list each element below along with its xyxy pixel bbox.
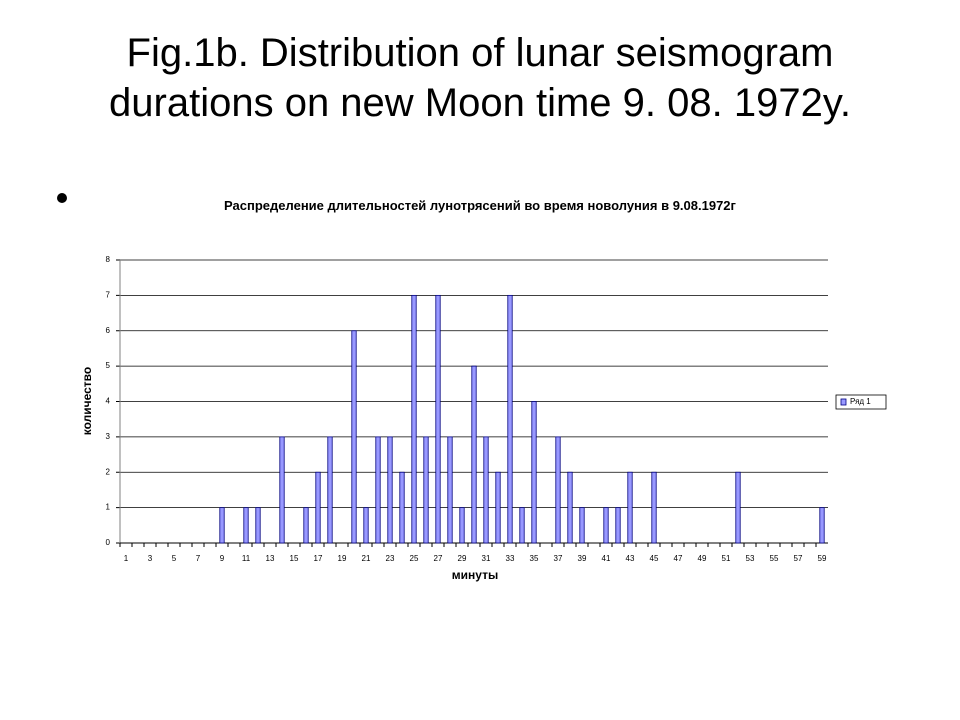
x-tick-label: 31 bbox=[482, 554, 491, 563]
bar bbox=[651, 471, 657, 544]
bar bbox=[459, 507, 465, 544]
bar bbox=[315, 471, 321, 544]
bar bbox=[447, 436, 453, 544]
x-tick-label: 51 bbox=[722, 554, 731, 563]
bar bbox=[507, 294, 513, 544]
bar bbox=[327, 436, 333, 544]
bar bbox=[255, 507, 261, 544]
x-tick-label: 37 bbox=[554, 554, 563, 563]
bar bbox=[411, 294, 417, 544]
bar bbox=[219, 507, 225, 544]
bar bbox=[603, 507, 609, 544]
bar bbox=[363, 507, 369, 544]
x-tick-label: 45 bbox=[650, 554, 659, 563]
x-tick-label: 21 bbox=[362, 554, 371, 563]
bar bbox=[579, 507, 585, 544]
x-tick-label: 57 bbox=[794, 554, 803, 563]
bullet bbox=[57, 193, 67, 203]
x-tick-label: 39 bbox=[578, 554, 587, 563]
bar bbox=[375, 436, 381, 544]
y-tick-label: 5 bbox=[106, 361, 111, 370]
x-tick-label: 33 bbox=[506, 554, 515, 563]
x-tick-label: 53 bbox=[746, 554, 755, 563]
bar bbox=[387, 436, 393, 544]
y-tick-label: 7 bbox=[106, 290, 111, 299]
chart-title: Распределение длительностей лунотрясений… bbox=[224, 198, 736, 213]
y-tick-label: 0 bbox=[106, 538, 111, 547]
x-tick-label: 23 bbox=[386, 554, 395, 563]
x-tick-label: 9 bbox=[220, 554, 225, 563]
legend-swatch bbox=[840, 398, 847, 406]
bar bbox=[279, 436, 285, 544]
x-tick-label: 17 bbox=[314, 554, 323, 563]
x-tick-label: 19 bbox=[338, 554, 347, 563]
bar bbox=[435, 294, 441, 544]
bar bbox=[531, 401, 537, 544]
bar bbox=[567, 471, 573, 544]
x-tick-label: 49 bbox=[698, 554, 707, 563]
bar bbox=[243, 507, 249, 544]
y-axis-title: количество bbox=[80, 367, 94, 435]
x-tick-label: 15 bbox=[290, 554, 299, 563]
x-tick-label: 25 bbox=[410, 554, 419, 563]
x-tick-label: 29 bbox=[458, 554, 467, 563]
bar bbox=[351, 330, 357, 544]
bar bbox=[519, 507, 525, 544]
bar bbox=[399, 471, 405, 544]
x-tick-label: 1 bbox=[124, 554, 129, 563]
x-tick-label: 43 bbox=[626, 554, 635, 563]
legend-box bbox=[835, 394, 887, 410]
y-tick-label: 8 bbox=[106, 255, 111, 264]
legend-label: Ряд 1 bbox=[850, 397, 871, 406]
bar bbox=[303, 507, 309, 544]
y-tick-label: 3 bbox=[106, 432, 111, 441]
y-tick-label: 4 bbox=[106, 397, 111, 406]
x-tick-label: 41 bbox=[602, 554, 611, 563]
bar bbox=[555, 436, 561, 544]
x-tick-label: 59 bbox=[818, 554, 827, 563]
y-tick-label: 6 bbox=[106, 326, 111, 335]
bar bbox=[471, 365, 477, 544]
x-tick-label: 13 bbox=[266, 554, 275, 563]
y-tick-label: 2 bbox=[106, 467, 111, 476]
bar bbox=[423, 436, 429, 544]
x-tick-label: 47 bbox=[674, 554, 683, 563]
bar bbox=[483, 436, 489, 544]
x-axis-title: минуты bbox=[452, 568, 498, 582]
bar bbox=[819, 507, 825, 544]
bar bbox=[627, 471, 633, 544]
bar bbox=[615, 507, 621, 544]
bar bbox=[495, 471, 501, 544]
x-tick-label: 55 bbox=[770, 554, 779, 563]
slide-title: Fig.1b. Distribution of lunar seismogram… bbox=[109, 31, 851, 125]
x-tick-label: 3 bbox=[148, 554, 153, 563]
bar bbox=[735, 471, 741, 544]
x-tick-label: 7 bbox=[196, 554, 201, 563]
x-tick-label: 5 bbox=[172, 554, 177, 563]
x-tick-label: 11 bbox=[242, 554, 251, 563]
y-tick-label: 1 bbox=[106, 503, 111, 512]
x-tick-label: 35 bbox=[530, 554, 539, 563]
x-tick-label: 27 bbox=[434, 554, 443, 563]
